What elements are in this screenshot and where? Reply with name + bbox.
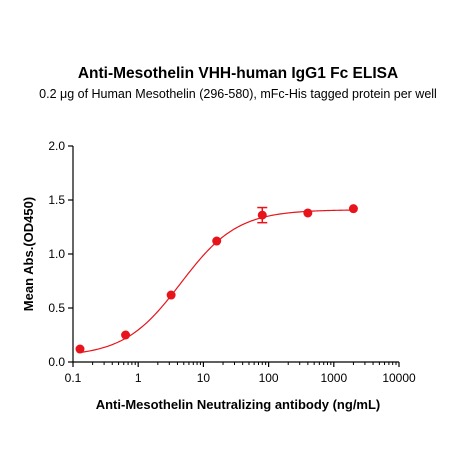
- x-tick-label: 10: [197, 371, 211, 385]
- y-tick-label: 0.5: [48, 301, 65, 315]
- x-axis-label: Anti-Mesothelin Neutralizing antibody (n…: [96, 397, 381, 412]
- y-tick-label: 0.0: [48, 355, 65, 369]
- x-tick-label: 100: [259, 371, 279, 385]
- fit-curve: [79, 209, 354, 354]
- y-tick-label: 2.0: [48, 139, 65, 153]
- y-tick-label: 1.0: [48, 247, 65, 261]
- data-point: [121, 330, 131, 340]
- data-point: [75, 344, 85, 354]
- x-tick-label: 1: [135, 371, 142, 385]
- x-tick-label: 10000: [382, 371, 416, 385]
- y-axis-label: Mean Abs.(OD450): [21, 197, 36, 311]
- y-tick-label: 1.5: [48, 193, 65, 207]
- data-point: [303, 208, 313, 218]
- data-point: [212, 236, 222, 246]
- data-point: [257, 210, 267, 220]
- plot-area: 0.0 0.5 1.0 1.5 2.0 0.1 1 10 100 1000 10000: [48, 139, 416, 385]
- chart-title: Anti-Mesothelin VHH-human IgG1 Fc ELISA: [78, 65, 398, 82]
- data-point: [166, 290, 176, 300]
- chart-subtitle: 0.2 μg of Human Mesothelin (296-580), mF…: [39, 87, 437, 101]
- data-point: [348, 204, 358, 214]
- x-tick-label: 1000: [320, 371, 347, 385]
- x-tick-label: 0.1: [65, 371, 82, 385]
